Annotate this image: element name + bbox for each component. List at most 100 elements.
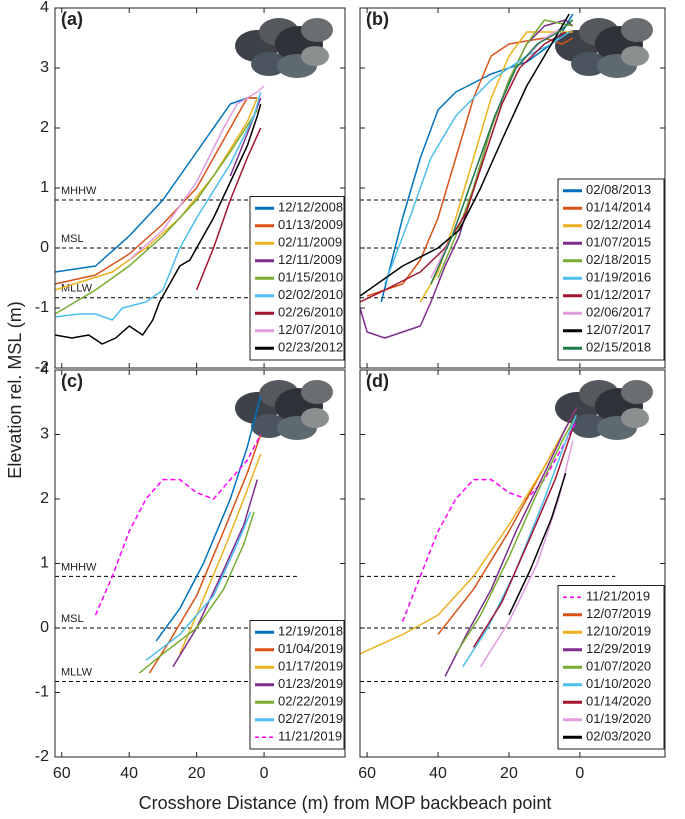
panel-label: (a) [61, 9, 83, 29]
x-tick-label: 20 [500, 765, 518, 782]
rock [571, 414, 607, 438]
panel-label: (c) [61, 371, 83, 391]
profile-line [472, 427, 574, 648]
legend-label: 02/23/2012 [278, 340, 343, 355]
legend: 12/12/2008 01/13/2009 02/11/2009 12/11/2009… [249, 196, 345, 361]
x-tick-label: 0 [575, 765, 584, 782]
profile-line [128, 85, 265, 261]
rock [251, 414, 287, 438]
legend-label: 02/18/2015 [586, 252, 651, 267]
legend-label: 01/14/2014 [586, 200, 651, 215]
panel-label: (d) [366, 371, 389, 391]
legend-label: 02/15/2018 [586, 340, 651, 355]
reference-label: MSL [61, 613, 84, 625]
panel-label: (b) [366, 9, 389, 29]
legend-label: 12/29/2019 [586, 641, 651, 656]
y-tick-label: -2 [35, 359, 49, 376]
reference-label: MLLW [61, 666, 93, 678]
legend-label: 02/26/2010 [278, 305, 343, 320]
legend-label: 01/19/2020 [586, 711, 651, 726]
y-tick-label: 4 [40, 0, 49, 16]
legend: 11/21/2019 12/07/2019 12/10/2019 12/29/2019… [557, 585, 665, 750]
profile-line [401, 421, 577, 622]
legend-label: 01/23/2019 [278, 676, 343, 691]
reference-label: MLLW [61, 283, 93, 295]
profile-line [444, 408, 577, 677]
y-tick-label: 2 [40, 119, 49, 136]
x-tick-label: 60 [358, 765, 376, 782]
rock [621, 408, 649, 428]
y-tick-label: 2 [40, 490, 49, 507]
legend-label: 12/12/2008 [278, 200, 343, 215]
rock [301, 46, 329, 66]
profile-line [145, 511, 252, 661]
profile-line [508, 472, 567, 616]
reference-label: MSL [61, 233, 84, 245]
legend-label: 02/11/2009 [278, 235, 342, 250]
profile-line [172, 479, 259, 668]
y-tick-label: 4 [40, 361, 49, 378]
reference-label: MHHW [61, 561, 97, 573]
legend-label: 01/13/2009 [278, 217, 343, 232]
rock [251, 52, 287, 76]
x-tick-label: 40 [429, 765, 447, 782]
rock [301, 408, 329, 428]
rock [571, 52, 607, 76]
legend-label: 12/19/2018 [278, 624, 343, 639]
legend-label: 12/11/2009 [278, 252, 342, 267]
profile-line [148, 434, 262, 674]
y-tick-label: 3 [40, 426, 49, 443]
y-tick-label: -1 [35, 684, 49, 701]
profile-line [195, 127, 262, 291]
legend-label: 12/07/2010 [278, 322, 343, 337]
axes-frame [359, 7, 666, 369]
legend-box [249, 620, 345, 750]
rock-photo [555, 380, 653, 440]
legend-label: 12/07/2019 [586, 606, 651, 621]
y-axis-label: Elevation rel. MSL (m) [5, 301, 25, 478]
profile-line [54, 103, 262, 345]
y-tick-label: -1 [35, 299, 49, 316]
legend-label: 02/12/2014 [586, 217, 651, 232]
profile-line [54, 109, 258, 315]
axes-frame [54, 7, 346, 369]
profile-line [359, 13, 570, 297]
y-tick-label: -2 [35, 748, 49, 765]
profile-line [384, 31, 570, 285]
legend-label: 12/10/2019 [586, 624, 651, 639]
legend-label: 01/14/2020 [586, 694, 651, 709]
profile-line [54, 91, 262, 321]
x-tick-label: 60 [53, 765, 71, 782]
rock-photo [555, 18, 653, 78]
x-tick-label: 0 [260, 765, 269, 782]
profile-line [155, 395, 262, 642]
legend-label: 02/02/2010 [278, 287, 343, 302]
legend-label: 01/12/2017 [586, 287, 651, 302]
legend-label: 01/19/2016 [586, 270, 651, 285]
rock [621, 46, 649, 66]
legend-label: 01/07/2020 [586, 659, 651, 674]
legend-label: 02/08/2013 [586, 182, 651, 197]
legend-label: 02/06/2017 [586, 305, 651, 320]
legend-label: 01/17/2019 [278, 659, 343, 674]
legend-label: 02/22/2019 [278, 694, 343, 709]
y-tick-label: 1 [40, 555, 49, 572]
legend-label: 12/07/2017 [586, 322, 651, 337]
legend: 12/19/2018 01/04/2019 01/17/2019 01/23/2019… [249, 620, 345, 750]
legend: 02/08/2013 01/14/2014 02/12/2014 01/07/2015… [557, 178, 665, 361]
rock-photo [235, 18, 333, 78]
rock [621, 380, 653, 404]
profile-line [430, 19, 574, 285]
rock [301, 18, 333, 42]
rock [621, 18, 653, 42]
profile-line [138, 511, 255, 674]
rock [301, 380, 333, 404]
profile-line [359, 19, 574, 339]
legend-label: 01/15/2010 [278, 270, 343, 285]
legend-label: 11/21/2019 [586, 589, 650, 604]
legend-label: 01/07/2015 [586, 235, 651, 250]
legend-label: 02/27/2019 [278, 711, 343, 726]
profile-line [380, 13, 574, 303]
y-tick-label: 1 [40, 179, 49, 196]
